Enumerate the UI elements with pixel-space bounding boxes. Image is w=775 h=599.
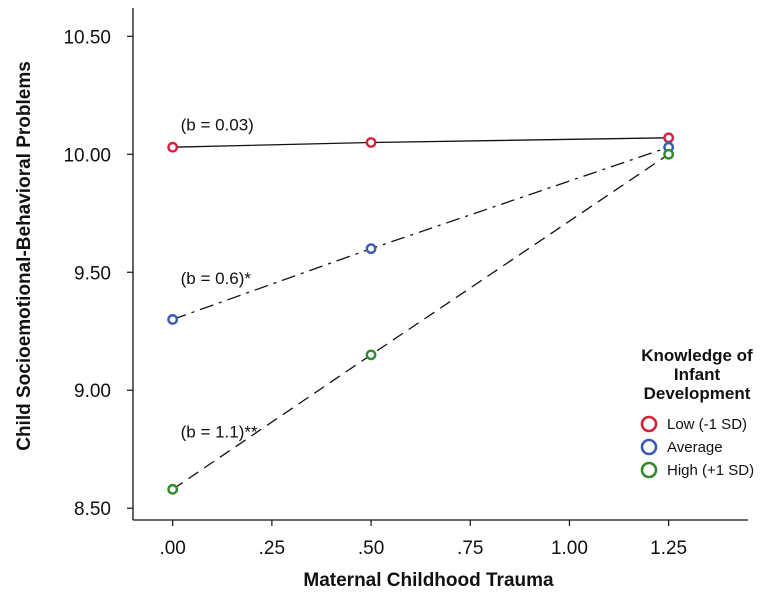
y-tick-label: 10.50 [63,27,111,48]
x-tick-label: .50 [358,538,384,559]
y-axis-title: Child Socioemotional-Behavioral Problems [14,61,35,451]
x-tick-label: 1.00 [551,538,588,559]
data-point [167,141,179,153]
slope-annotation: (b = 1.1)** [181,422,258,441]
y-tick-label: 9.00 [74,381,111,402]
axes [132,8,748,521]
data-point [167,483,179,495]
x-tick-label: .25 [259,538,285,559]
data-point [365,137,377,148]
series-line [172,146,669,321]
x-axis-title: Maternal Childhood Trauma [303,570,554,591]
data-point [365,349,377,361]
slope-annotation: (b = 0.03) [181,116,254,135]
data-point [663,132,675,144]
legend-label: Low (-1 SD) [667,416,747,433]
legend-title-line: Development [644,384,751,403]
data-point [663,148,675,160]
x-tick-label: .75 [457,538,483,559]
x-tick-label: .00 [159,538,185,559]
y-tick-label: 8.50 [74,499,111,520]
data-point [365,243,377,255]
slope-annotation: (b = 0.6)* [181,269,252,288]
x-axis-ticks: .00 .25 .50 .75 1.00 1.25 [159,520,687,559]
y-axis-ticks: 8.50 9.00 9.50 10.00 10.50 [63,27,133,520]
legend-label: Average [667,439,723,456]
annotations: (b = 0.03) (b = 0.6)* (b = 1.1)** [181,116,258,442]
series-line [172,137,669,148]
legend-marker [640,438,658,456]
legend-title-line: Knowledge of [641,346,753,365]
y-tick-label: 10.00 [63,145,111,166]
legend-marker [640,461,658,479]
legend-label: High (+1 SD) [667,462,754,479]
legend-title-line: Infant [674,365,721,384]
y-tick-label: 9.50 [74,263,111,284]
data-point [167,314,179,325]
series-points [167,132,675,495]
x-tick-label: 1.25 [650,538,687,559]
legend-marker [640,415,658,433]
